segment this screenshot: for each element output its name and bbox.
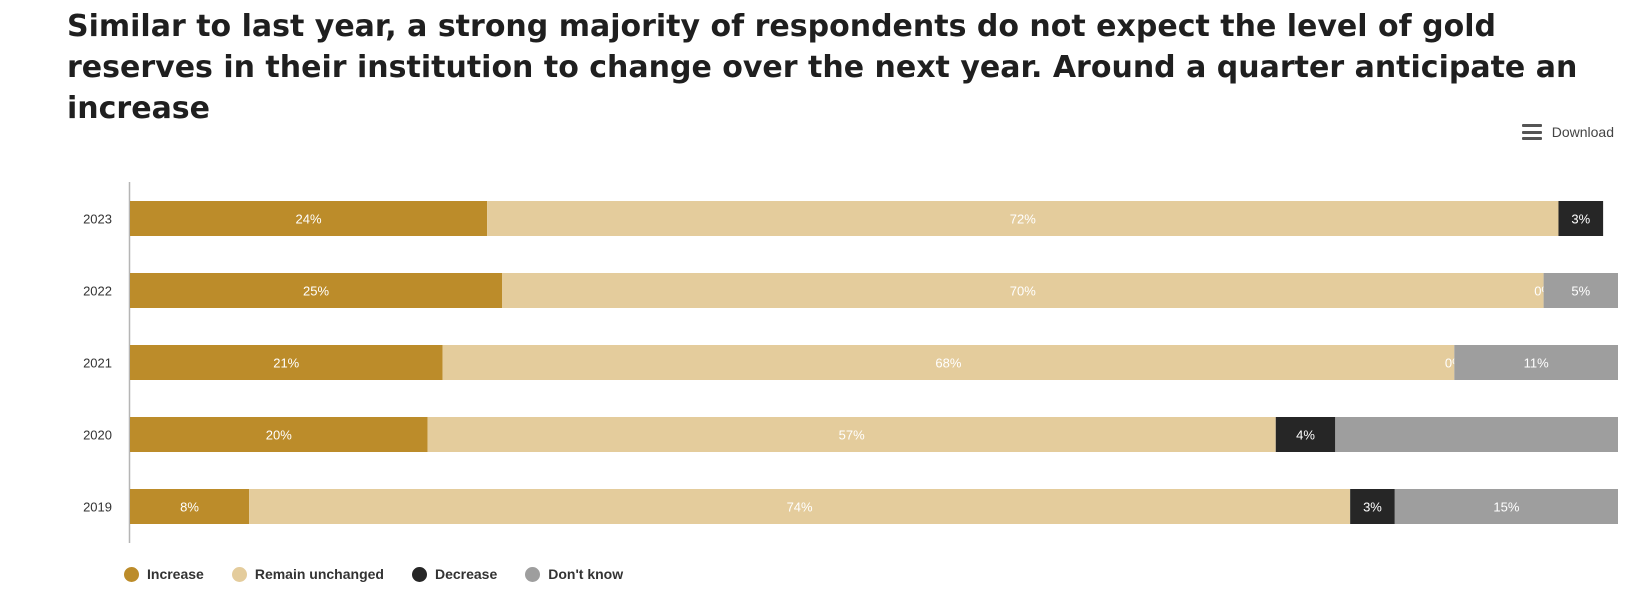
data-label: 3% (1571, 212, 1590, 227)
y-tick-label: 2019 (83, 500, 112, 515)
bar-segment[interactable] (130, 417, 428, 452)
data-label: 70% (1010, 284, 1036, 299)
legend-dot-icon (231, 566, 247, 582)
bar-segment[interactable] (1275, 417, 1336, 452)
legend-dot-icon (411, 566, 427, 582)
data-label: 24% (296, 212, 322, 227)
y-tick-label: 2020 (83, 428, 112, 443)
bar-segment[interactable] (1454, 345, 1618, 380)
menu-icon (1521, 124, 1542, 140)
data-label: 8% (180, 500, 199, 515)
data-label: 20% (266, 428, 292, 443)
bar-segment[interactable] (1335, 417, 1618, 452)
data-label: 72% (1010, 212, 1036, 227)
bar-segment[interactable] (1394, 489, 1618, 524)
bars-group: 202324%72%3%202225%70%0%5%202121%68%0%11… (83, 201, 1618, 524)
bar-segment[interactable] (249, 489, 1351, 524)
bar-segment[interactable] (1543, 273, 1618, 308)
y-tick-label: 2021 (83, 356, 112, 371)
legend-dot-icon (124, 566, 139, 582)
legend-item[interactable]: Remain unchanged (231, 566, 384, 582)
bar-segment[interactable] (427, 417, 1276, 452)
legend-label: Remain unchanged (254, 566, 384, 582)
legend-item[interactable]: Increase (124, 566, 204, 582)
bar-segment[interactable] (130, 489, 250, 524)
download-label: Download (1551, 124, 1614, 140)
data-label: 74% (787, 500, 813, 515)
data-label: 68% (935, 356, 961, 371)
legend: Increase Remain unchanged Decrease Don't kn… (124, 566, 623, 582)
data-label: 15% (1493, 500, 1519, 515)
bar-segment[interactable] (130, 201, 488, 236)
data-label: 4% (1296, 428, 1315, 443)
bar-segment[interactable] (487, 201, 1559, 236)
bar-segment[interactable] (1558, 201, 1604, 236)
legend-label: Decrease (434, 566, 498, 582)
y-tick-label: 2023 (83, 212, 112, 227)
bar-segment[interactable] (130, 273, 502, 308)
chart-title: Similar to last year, a strong majority … (67, 9, 1578, 126)
data-label: 21% (273, 356, 299, 371)
data-label: 3% (1363, 500, 1382, 515)
legend-dot-icon (525, 566, 541, 582)
bar-segment[interactable] (1350, 489, 1395, 524)
data-label: 5% (1571, 284, 1590, 299)
data-label: 11% (1524, 356, 1549, 371)
legend-item[interactable]: Decrease (411, 566, 498, 582)
bar-segment[interactable] (502, 273, 1544, 308)
y-tick-label: 2022 (83, 284, 112, 299)
data-label: 25% (303, 284, 329, 299)
legend-label: Increase (147, 566, 204, 582)
download-button[interactable]: Download (1521, 124, 1614, 140)
data-label: 57% (839, 428, 865, 443)
legend-item[interactable]: Don't know (525, 566, 623, 582)
bar-segment[interactable] (442, 345, 1455, 380)
bar-segment[interactable] (130, 345, 443, 380)
legend-label: Don't know (548, 566, 624, 582)
